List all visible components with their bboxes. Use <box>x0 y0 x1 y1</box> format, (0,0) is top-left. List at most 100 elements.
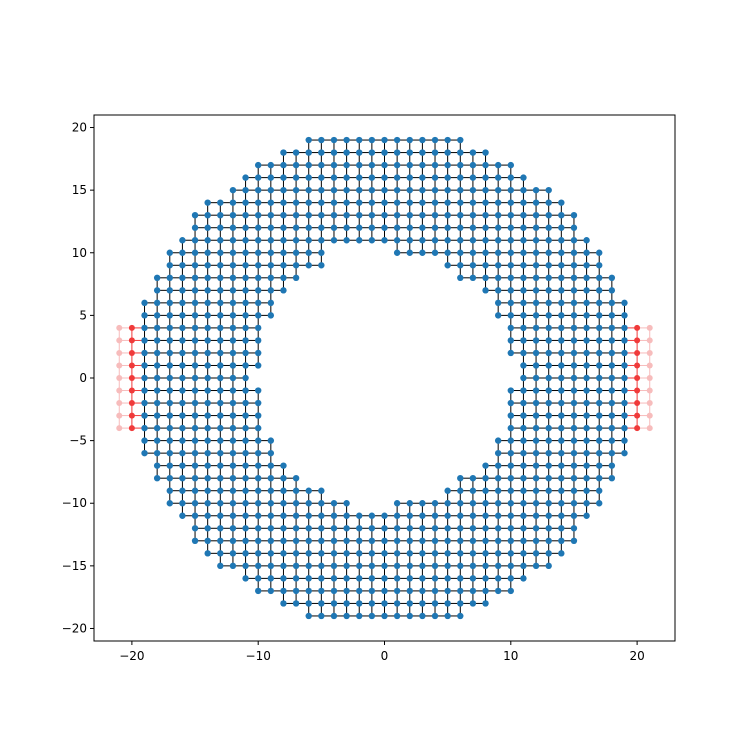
lattice-site <box>520 412 527 419</box>
lattice-site <box>482 562 489 570</box>
lattice-site <box>229 562 237 570</box>
lattice-site <box>457 487 464 494</box>
lattice-site <box>457 537 464 545</box>
lattice-site <box>242 312 249 319</box>
lattice-site <box>343 237 350 244</box>
lattice-site <box>217 474 224 482</box>
lattice-site <box>267 199 275 206</box>
lattice-site <box>292 474 300 482</box>
lattice-site <box>267 587 275 595</box>
lattice-site <box>444 237 451 244</box>
lattice-site <box>267 262 275 269</box>
lattice-site <box>305 149 312 156</box>
lattice-site <box>343 211 350 219</box>
lattice-site <box>166 249 173 256</box>
lattice-site <box>520 500 527 507</box>
lattice-site <box>444 512 451 519</box>
lead-site <box>646 375 653 381</box>
lattice-site <box>229 249 237 256</box>
lattice-site <box>444 612 451 620</box>
lattice-site <box>507 412 515 419</box>
lattice-site <box>457 249 464 256</box>
lead-site <box>128 337 135 344</box>
lattice-site <box>494 462 502 469</box>
lattice-site <box>254 525 262 532</box>
lattice-site <box>621 337 628 344</box>
lattice-site <box>457 149 464 156</box>
lattice-site <box>229 349 237 357</box>
lattice-site <box>558 324 565 332</box>
lattice-site <box>608 274 616 282</box>
lattice-site <box>570 512 578 519</box>
lattice-site <box>242 362 249 369</box>
lattice-site <box>191 487 199 494</box>
lattice-site <box>532 199 540 206</box>
lattice-site <box>469 211 477 219</box>
lattice-site <box>608 387 616 394</box>
lattice-site <box>469 512 477 519</box>
lattice-site <box>356 600 363 607</box>
lattice-site <box>520 449 527 457</box>
lattice-site <box>482 262 489 269</box>
lattice-site <box>482 462 489 469</box>
lattice-site <box>292 562 300 570</box>
lattice-site <box>608 324 616 332</box>
lattice-site <box>457 575 464 582</box>
lattice-site <box>393 174 401 181</box>
lattice-site <box>292 500 300 507</box>
lattice-site <box>267 287 275 294</box>
lattice-site <box>166 462 173 469</box>
lattice-site <box>381 174 388 181</box>
lattice-site <box>558 211 565 219</box>
lattice-site <box>254 362 262 369</box>
lattice-site <box>457 525 464 532</box>
lattice-site <box>596 399 603 407</box>
lattice-site <box>469 474 477 482</box>
lattice-site <box>242 562 249 570</box>
lattice-site <box>141 424 148 432</box>
lattice-site <box>191 287 199 294</box>
lead-site <box>646 412 653 419</box>
lattice-site <box>545 299 552 307</box>
lattice-site <box>166 474 173 482</box>
lattice-site <box>204 211 211 219</box>
lattice-site <box>482 587 489 595</box>
lattice-site <box>494 312 502 319</box>
lattice-site <box>381 211 388 219</box>
lead-site <box>116 387 123 394</box>
lattice-site <box>305 487 312 494</box>
lattice-site <box>204 525 211 532</box>
lattice-site <box>545 337 552 344</box>
lattice-site <box>545 199 552 206</box>
lattice-site <box>267 437 275 444</box>
lattice-site <box>482 525 489 532</box>
lattice-site <box>153 449 161 457</box>
lattice-site <box>520 337 527 344</box>
lattice-site <box>469 186 477 194</box>
lattice-site <box>217 237 224 244</box>
lattice-site <box>343 550 350 557</box>
lattice-site <box>469 249 477 256</box>
lattice-site <box>242 224 249 231</box>
lattice-site <box>356 149 363 156</box>
lattice-site <box>596 287 603 294</box>
lattice-site <box>191 224 199 231</box>
lattice-site <box>444 537 451 545</box>
lattice-site <box>558 462 565 469</box>
lattice-site <box>356 161 363 169</box>
lattice-site <box>356 136 363 144</box>
lattice-site <box>558 262 565 269</box>
lattice-site <box>558 249 565 256</box>
lattice-site <box>254 199 262 206</box>
lattice-site <box>267 449 275 457</box>
lattice-site <box>545 512 552 519</box>
lattice-site <box>457 600 464 607</box>
lattice-site <box>419 612 426 620</box>
lattice-site <box>558 287 565 294</box>
lattice-site <box>191 299 199 307</box>
lattice-site <box>204 550 211 557</box>
lattice-site <box>520 474 527 482</box>
lattice-site <box>545 362 552 369</box>
lattice-site <box>267 161 275 169</box>
lattice-site <box>356 537 363 545</box>
